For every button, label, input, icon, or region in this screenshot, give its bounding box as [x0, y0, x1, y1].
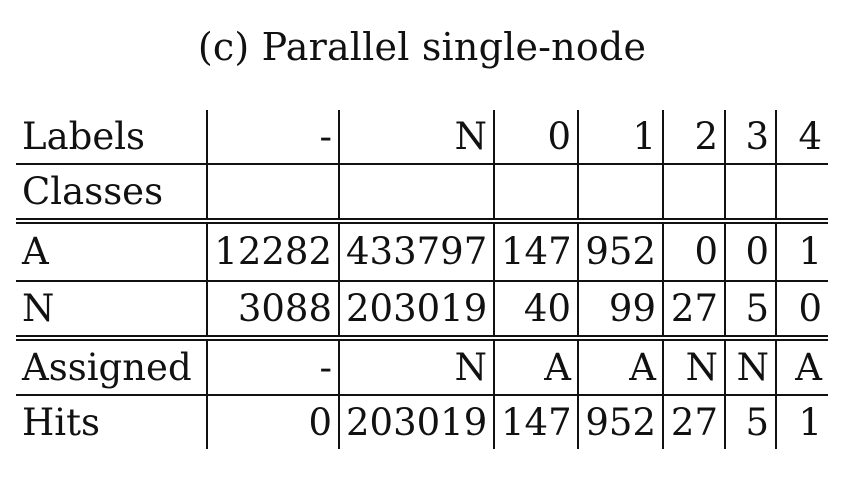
table-cell	[338, 164, 494, 224]
table-cell	[206, 164, 339, 224]
table-cell: 27	[662, 395, 725, 449]
table-row-labels: Labels - N 0 1 2 3 4	[16, 110, 828, 165]
table-cell: N	[662, 338, 725, 396]
table-cell: A	[493, 338, 578, 396]
table-row-a: A 12282 433797 147 952 0 0 1	[16, 221, 828, 282]
table-cell: -	[206, 338, 339, 396]
table-cell: A	[775, 338, 828, 396]
row-header-n: N	[16, 281, 207, 341]
table-cell: 147	[493, 221, 578, 282]
table-cell: 0	[662, 221, 725, 282]
table-row-assigned: Assigned - N A A N N A	[16, 338, 828, 396]
table-cell: 99	[577, 281, 663, 341]
table-cell	[662, 164, 725, 224]
table-cell: 12282	[206, 221, 339, 282]
row-header-classes: Classes	[16, 164, 207, 224]
table-cell: 27	[662, 281, 725, 341]
table-cell: 952	[577, 395, 663, 449]
table-cell: 3088	[206, 281, 339, 341]
table-cell: 2	[662, 110, 725, 165]
table-cell: N	[724, 338, 776, 396]
table-cell: 0	[493, 110, 578, 165]
table-cell: N	[338, 338, 494, 396]
row-header-a: A	[16, 221, 207, 282]
table-cell: 4	[775, 110, 828, 165]
table-cell: 1	[577, 110, 663, 165]
table-cell: N	[338, 110, 494, 165]
table-cell: 203019	[338, 395, 494, 449]
table-cell: 5	[724, 281, 776, 341]
results-table: Labels - N 0 1 2 3 4 Classes A	[16, 110, 828, 449]
table-cell	[724, 164, 776, 224]
table-row-classes: Classes	[16, 164, 828, 224]
table-cell: 0	[775, 281, 828, 341]
table-cell: 147	[493, 395, 578, 449]
table-cell: 40	[493, 281, 578, 341]
table-cell	[775, 164, 828, 224]
table-cell: A	[577, 338, 663, 396]
table-cell: 5	[724, 395, 776, 449]
table-cell: 3	[724, 110, 776, 165]
table-cell: 1	[775, 221, 828, 282]
table-caption: (c) Parallel single-node	[197, 25, 647, 69]
table-cell: 952	[577, 221, 663, 282]
table-cell	[577, 164, 663, 224]
table-cell: 433797	[338, 221, 494, 282]
row-header-labels: Labels	[16, 110, 207, 165]
results-table-container: Labels - N 0 1 2 3 4 Classes A	[16, 110, 828, 449]
table-cell	[493, 164, 578, 224]
table-cell: -	[206, 110, 339, 165]
table-cell: 0	[206, 395, 339, 449]
table-row-hits: Hits 0 203019 147 952 27 5 1	[16, 395, 828, 449]
row-header-hits: Hits	[22, 401, 100, 444]
table-cell: 203019	[338, 281, 494, 341]
table-row-n: N 3088 203019 40 99 27 5 0	[16, 281, 828, 341]
table-cell: 0	[724, 221, 776, 282]
row-header-assigned: Assigned	[16, 338, 207, 396]
table-cell: 1	[775, 395, 828, 449]
